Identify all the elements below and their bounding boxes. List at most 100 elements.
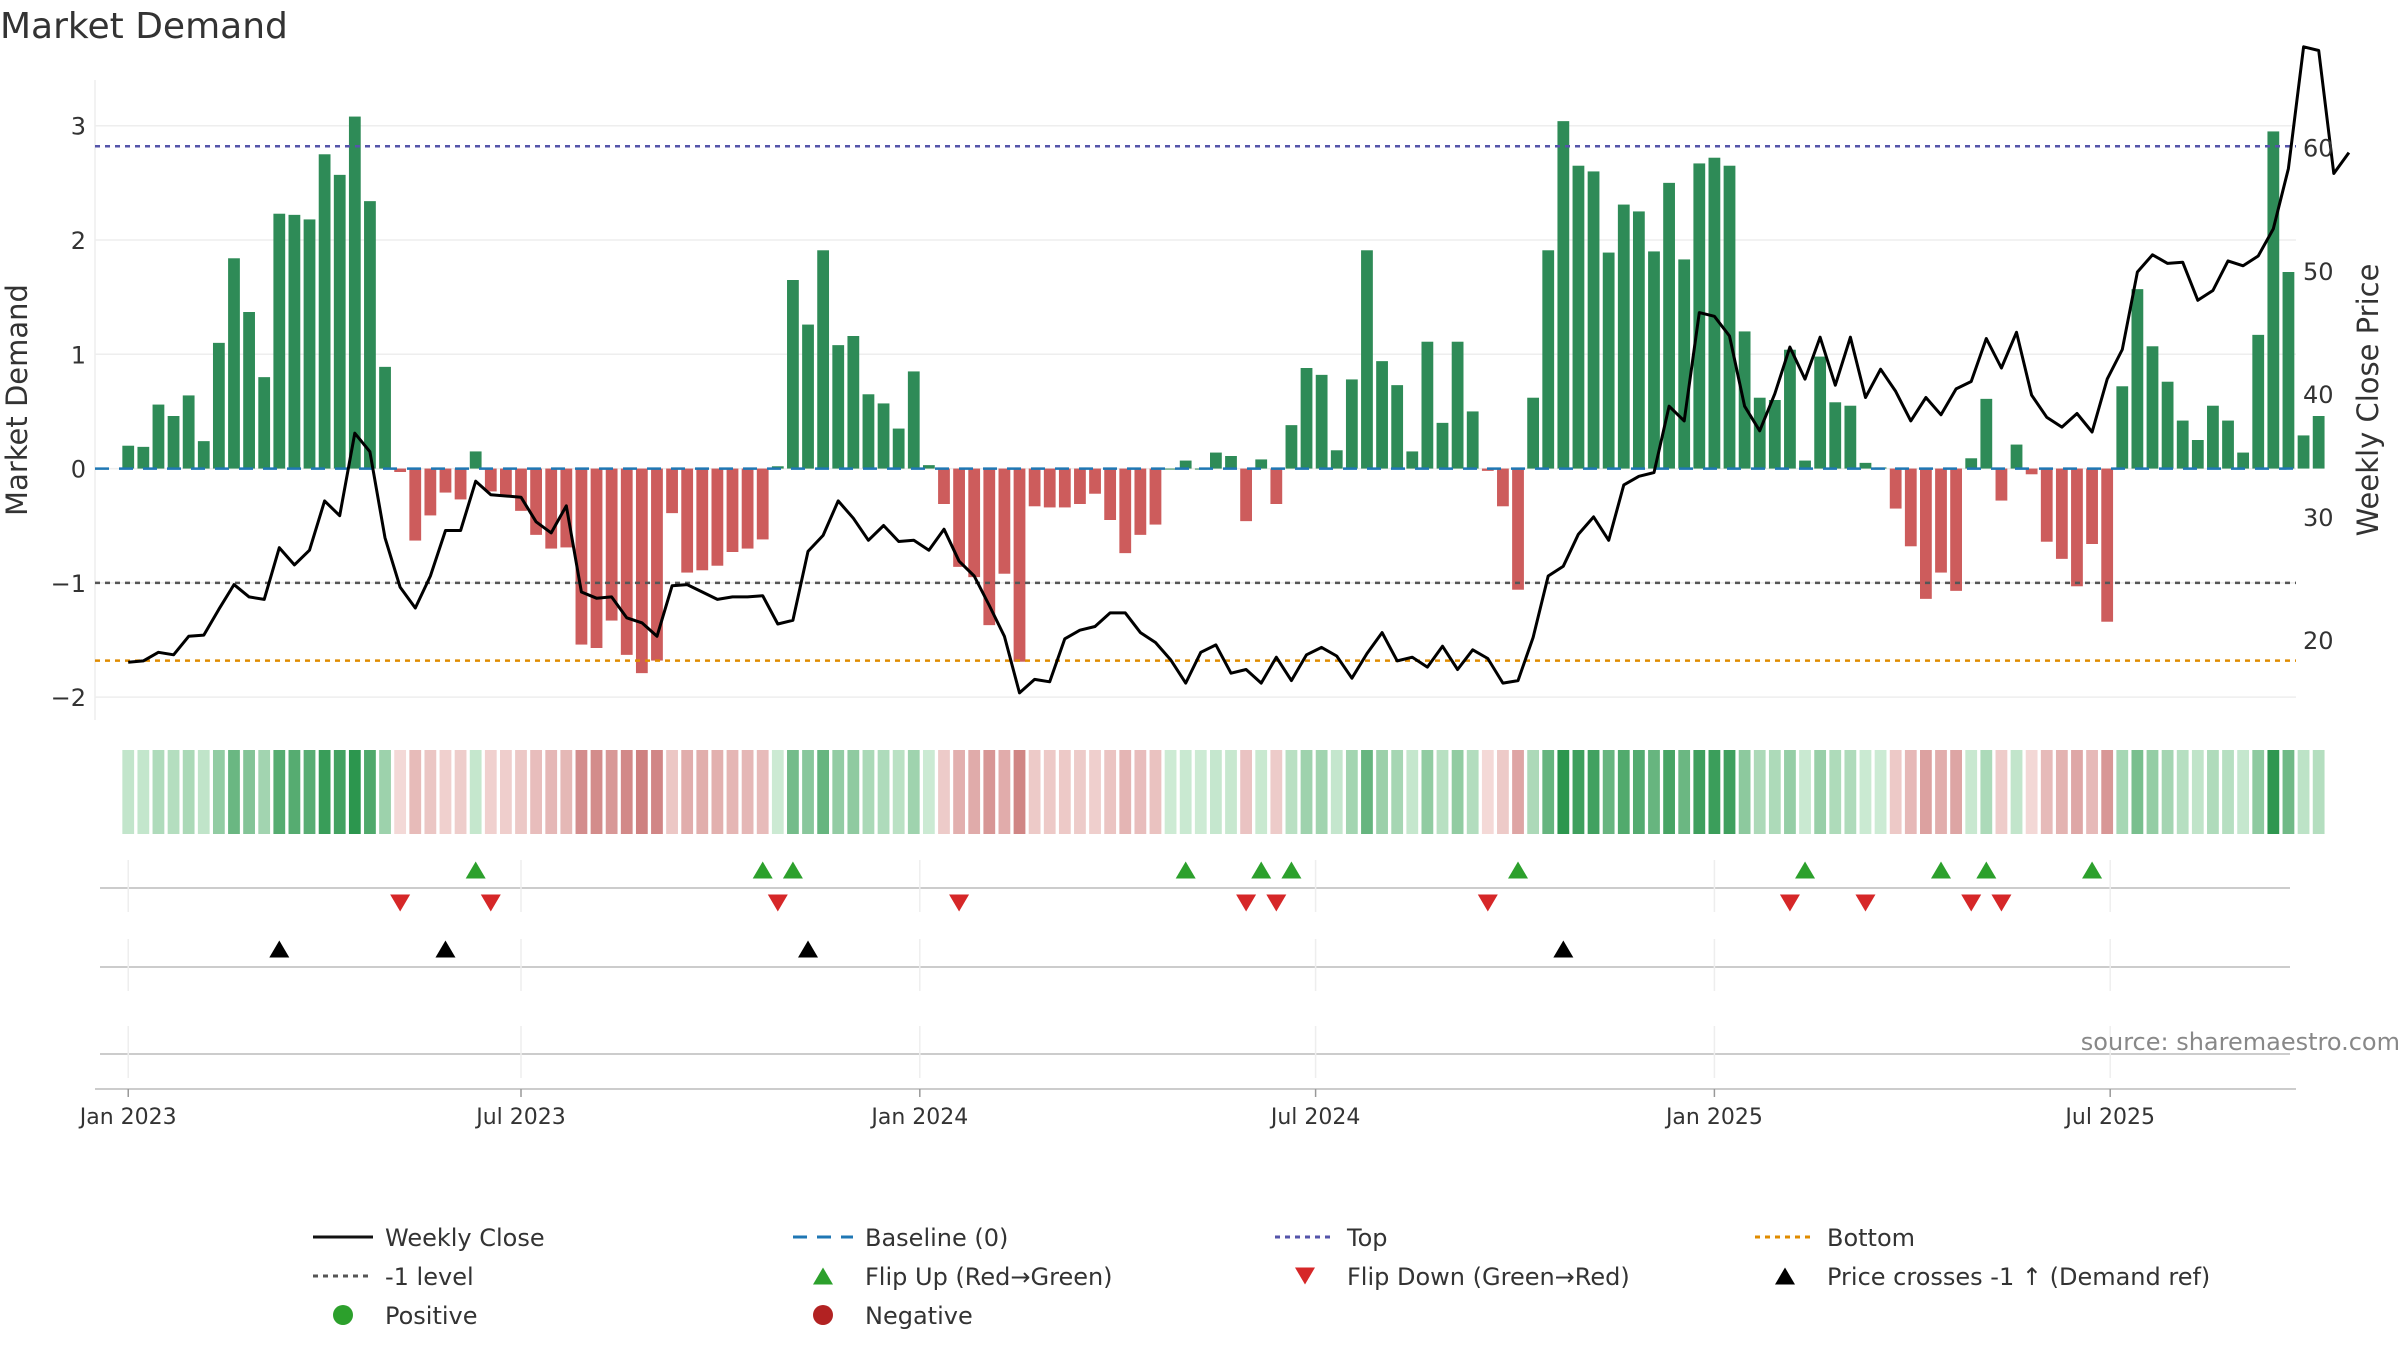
heat-cell	[454, 750, 467, 834]
demand-bar	[2161, 381, 2174, 469]
heat-cell	[1164, 750, 1177, 834]
heat-cell	[2116, 750, 2129, 834]
heat-cell	[892, 750, 905, 834]
legend-marker-circle	[333, 1305, 353, 1325]
demand-bar	[877, 403, 890, 469]
demand-bar	[2040, 468, 2053, 542]
weekly-close-line	[128, 45, 2351, 695]
heat-cell	[1436, 750, 1449, 834]
legend-marker-circle	[813, 1305, 833, 1325]
demand-bar	[2146, 346, 2159, 469]
demand-bar	[1859, 462, 1872, 469]
heat-cell	[2071, 750, 2083, 834]
flip-down-marker	[480, 894, 501, 912]
heat-cell	[439, 750, 452, 834]
x-tick-label: Jul 2024	[1269, 1105, 1361, 1130]
heat-cell	[998, 750, 1011, 834]
demand-bar	[182, 395, 195, 469]
demand-bar	[1723, 165, 1736, 469]
demand-bar	[1134, 468, 1147, 535]
heat-cell	[1572, 750, 1585, 834]
heat-cell	[1768, 750, 1781, 834]
heat-cell	[1194, 750, 1207, 834]
demand-bar	[2071, 468, 2083, 587]
heat-cell	[651, 750, 663, 834]
heat-cell	[530, 750, 542, 834]
heat-cell	[605, 750, 618, 834]
heat-cell	[303, 750, 316, 834]
demand-bar	[1451, 341, 1464, 469]
demand-bar	[1829, 402, 1842, 469]
axis-ticks: 3 2 1 0 −1 −2 60 50 40 30 20	[51, 113, 2334, 712]
demand-bar	[1074, 468, 1086, 504]
demand-bar	[817, 250, 830, 469]
flip-up-marker	[1931, 861, 1951, 879]
demand-bar	[1164, 468, 1177, 470]
demand-bar	[1784, 349, 1796, 469]
heat-cell	[1512, 750, 1524, 834]
heat-cell	[1210, 750, 1222, 834]
flip-down-marker	[1266, 894, 1287, 912]
demand-bar	[303, 219, 316, 469]
legend-label: Price crosses -1 ↑ (Demand ref)	[1827, 1263, 2210, 1291]
heat-cell	[2086, 750, 2098, 834]
heat-cell	[2146, 750, 2159, 834]
grid-lines	[94, 80, 2296, 720]
flip-up-marker	[465, 861, 486, 879]
demand-bar	[258, 377, 271, 469]
flip-down-marker	[1779, 894, 1800, 912]
heat-cell	[1497, 750, 1509, 834]
flip-up-marker	[1251, 861, 1272, 879]
heat-cell	[2237, 750, 2250, 834]
demand-bar	[424, 468, 437, 516]
heat-cell	[847, 750, 860, 834]
heat-cell	[1829, 750, 1842, 834]
heat-cell	[938, 750, 950, 834]
demand-bar	[152, 404, 165, 469]
heat-cell	[1753, 750, 1766, 834]
demand-bar	[1089, 468, 1101, 494]
y2-tick-label: 20	[2303, 627, 2334, 655]
demand-bar	[620, 468, 633, 655]
demand-bar	[741, 468, 754, 549]
heat-cell	[635, 750, 648, 834]
demand-bar	[288, 214, 301, 469]
heat-cell	[1965, 750, 1978, 834]
heat-cell	[1693, 750, 1706, 834]
heat-cell	[1225, 750, 1237, 834]
demand-bar	[847, 336, 860, 469]
demand-bar	[439, 468, 452, 493]
empty-panel	[100, 1026, 2290, 1078]
demand-bar	[922, 465, 935, 469]
demand-bar	[530, 468, 542, 535]
flip-down-marker	[390, 894, 411, 912]
legend: Weekly Close Baseline (0) Top Bottom -1 leve…	[313, 1224, 2210, 1330]
heat-cell	[318, 750, 331, 834]
heat-cell	[212, 750, 225, 834]
demand-bar	[2252, 334, 2265, 469]
heat-cell	[228, 750, 240, 834]
demand-bar	[1632, 211, 1645, 469]
heat-cell	[1602, 750, 1615, 834]
heat-cell	[2101, 750, 2114, 834]
demand-bar	[212, 342, 225, 469]
demand-bar	[469, 451, 482, 469]
heat-cell	[1542, 750, 1555, 834]
demand-bar	[2207, 405, 2219, 469]
heat-cell	[1587, 750, 1600, 834]
demand-bar	[2010, 444, 2023, 469]
flip-up-marker	[1508, 861, 1529, 879]
demand-bar	[1753, 397, 1766, 469]
demand-bar	[1376, 361, 1388, 469]
heat-cell	[1814, 750, 1827, 834]
heat-cell	[802, 750, 814, 834]
heat-cell	[1104, 750, 1117, 834]
demand-bar	[1995, 468, 2008, 501]
heat-cell	[1300, 750, 1313, 834]
demand-bar	[364, 201, 376, 469]
heat-cell	[1058, 750, 1071, 834]
heat-cell	[1421, 750, 1434, 834]
heat-cell	[1089, 750, 1101, 834]
demand-bar	[1648, 251, 1660, 469]
